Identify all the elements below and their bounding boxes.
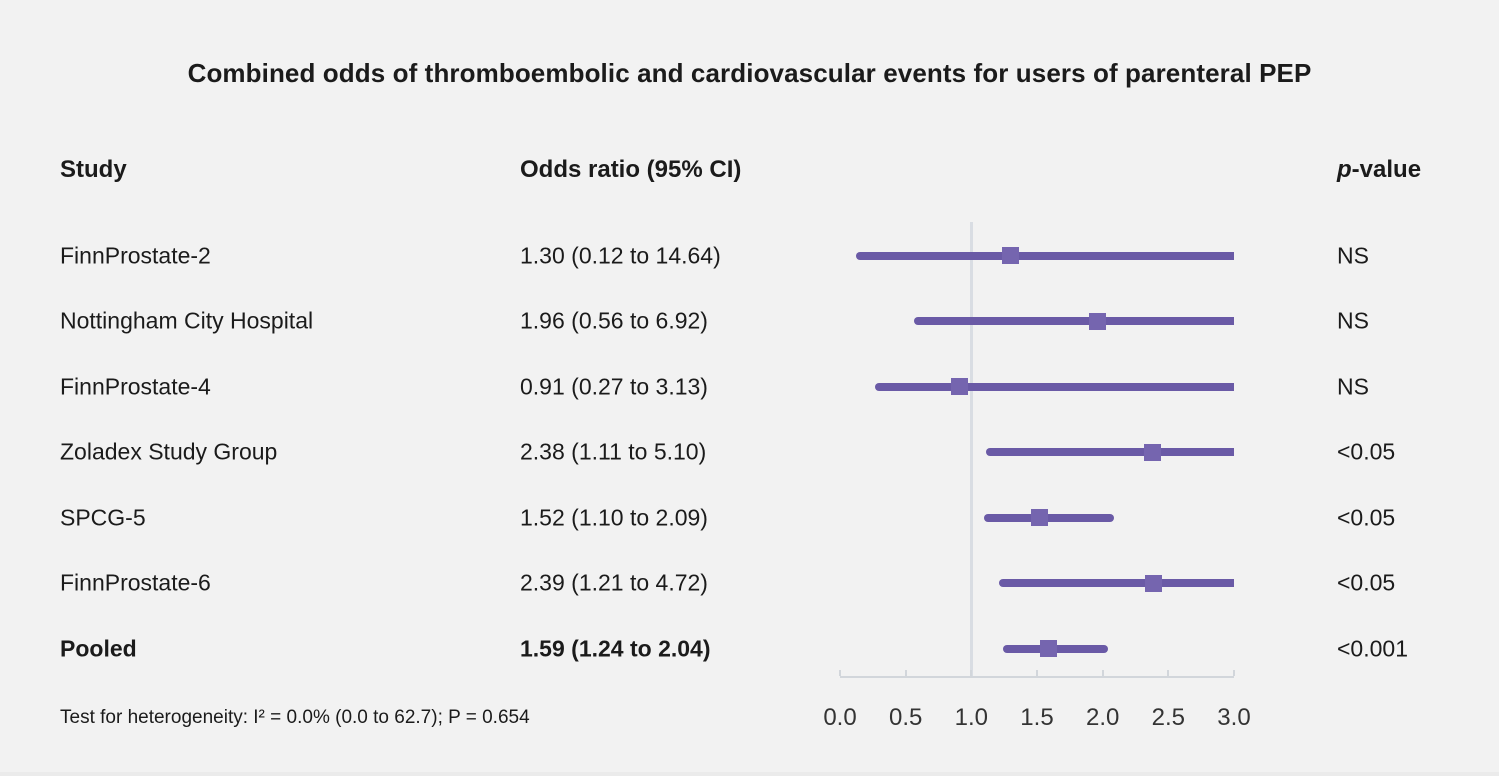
heterogeneity-note: Test for heterogeneity: I² = 0.0% (0.0 t… <box>60 707 530 728</box>
p-value-label: <0.001 <box>1337 635 1408 661</box>
study-label: SPCG-5 <box>60 504 146 530</box>
axis-tick <box>970 670 973 676</box>
odds-ratio-label: 1.59 (1.24 to 2.04) <box>520 635 711 661</box>
or-marker <box>951 378 968 395</box>
axis-tick-label: 0.0 <box>823 704 857 731</box>
p-value-header-p: p <box>1337 156 1352 183</box>
axis-tick <box>1167 670 1170 676</box>
ci-line <box>913 317 1234 325</box>
p-value-label: NS <box>1337 307 1369 334</box>
odds-ratio-label: 1.30 (0.12 to 14.64) <box>520 242 721 268</box>
axis-tick-label: 2.0 <box>1085 704 1120 731</box>
ci-line <box>985 448 1234 456</box>
study-label: FinnProstate-6 <box>60 569 211 596</box>
ci-line <box>875 382 1234 391</box>
study-label: Pooled <box>60 635 137 661</box>
odds-ratio-label: 2.39 (1.21 to 4.72) <box>520 569 708 596</box>
column-header-odds-ratio: Odds ratio (95% CI) <box>520 156 742 183</box>
reference-line <box>970 222 973 677</box>
axis-tick-label: 1.5 <box>1020 704 1054 731</box>
p-value-header-rest: -value <box>1351 156 1422 183</box>
odds-ratio-label: 0.91 (0.27 to 3.13) <box>520 373 708 399</box>
axis-tick-label: 2.5 <box>1151 704 1185 731</box>
axis-tick <box>839 670 841 676</box>
figure-bottom-edge <box>0 772 1499 776</box>
or-marker <box>1145 574 1163 592</box>
p-value-label: <0.05 <box>1337 569 1396 596</box>
p-value-label: NS <box>1337 373 1369 399</box>
ci-line <box>998 579 1234 587</box>
axis-tick-label: 3.0 <box>1217 704 1251 731</box>
chart-title: Combined odds of thromboembolic and card… <box>187 58 1312 88</box>
odds-ratio-label: 1.52 (1.10 to 2.09) <box>520 504 708 530</box>
axis-tick-label: 0.5 <box>888 704 923 731</box>
ci-line <box>984 513 1115 522</box>
axis-tick <box>1232 670 1235 676</box>
study-label: Nottingham City Hospital <box>60 307 314 334</box>
column-header-p-value: p-value <box>1337 156 1421 184</box>
p-value-label: <0.05 <box>1337 504 1396 530</box>
or-marker <box>1144 443 1162 461</box>
or-marker <box>1040 640 1058 657</box>
p-value-label: <0.05 <box>1337 438 1396 465</box>
or-marker <box>1031 509 1049 526</box>
ci-line <box>855 251 1234 260</box>
axis-tick <box>904 670 907 676</box>
study-label: FinnProstate-2 <box>60 242 211 268</box>
odds-ratio-label: 1.96 (0.56 to 6.92) <box>520 307 708 334</box>
or-marker <box>1088 312 1106 330</box>
study-label: Zoladex Study Group <box>60 438 278 465</box>
p-value-label: NS <box>1337 242 1369 268</box>
study-label: FinnProstate-4 <box>60 373 211 399</box>
axis-tick <box>1101 670 1104 676</box>
or-marker <box>1002 247 1020 264</box>
odds-ratio-label: 2.38 (1.11 to 5.10) <box>520 438 707 465</box>
axis-line <box>840 676 1234 678</box>
axis-tick-label: 1.0 <box>954 704 989 731</box>
column-header-study: Study <box>60 156 127 183</box>
axis-tick <box>1035 670 1038 676</box>
